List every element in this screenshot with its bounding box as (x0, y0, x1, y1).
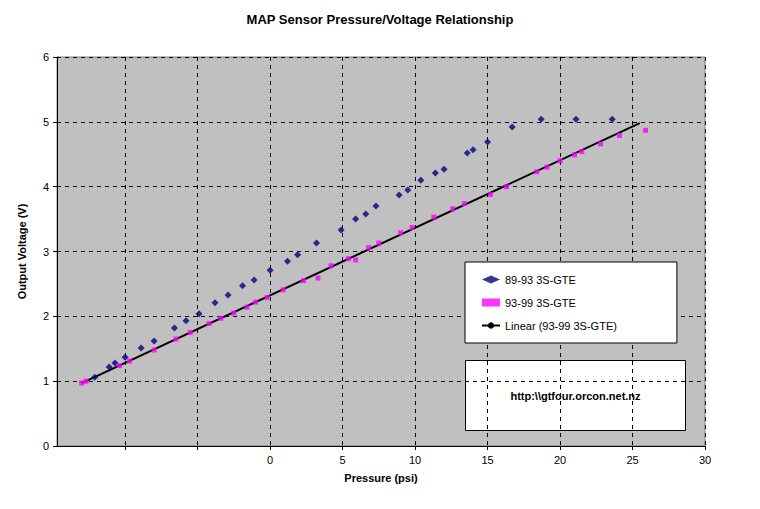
svg-text:30: 30 (699, 454, 711, 466)
svg-text:5: 5 (43, 116, 49, 128)
svg-text:89-93 3S-GTE: 89-93 3S-GTE (505, 274, 576, 286)
svg-text:4: 4 (43, 181, 49, 193)
svg-text:10: 10 (409, 454, 421, 466)
svg-text:15: 15 (481, 454, 493, 466)
svg-text:2: 2 (43, 310, 49, 322)
svg-text:3: 3 (43, 246, 49, 258)
svg-text:http:\\gtfour.orcon.net.nz: http:\\gtfour.orcon.net.nz (510, 390, 641, 402)
svg-text:Output Voltage (V): Output Voltage (V) (16, 203, 28, 299)
svg-text:5: 5 (340, 454, 346, 466)
svg-text:20: 20 (554, 454, 566, 466)
svg-text:MAP Sensor Pressure/Voltage Re: MAP Sensor Pressure/Voltage Relationship (247, 12, 514, 27)
svg-text:93-99 3S-GTE: 93-99 3S-GTE (505, 297, 576, 309)
svg-text:6: 6 (43, 51, 49, 63)
svg-text:0: 0 (43, 440, 49, 452)
svg-text:25: 25 (626, 454, 638, 466)
svg-text:Pressure (psi): Pressure (psi) (344, 472, 418, 484)
svg-text:0: 0 (267, 454, 273, 466)
svg-text:Linear (93-99 3S-GTE): Linear (93-99 3S-GTE) (505, 320, 617, 332)
svg-text:1: 1 (43, 375, 49, 387)
